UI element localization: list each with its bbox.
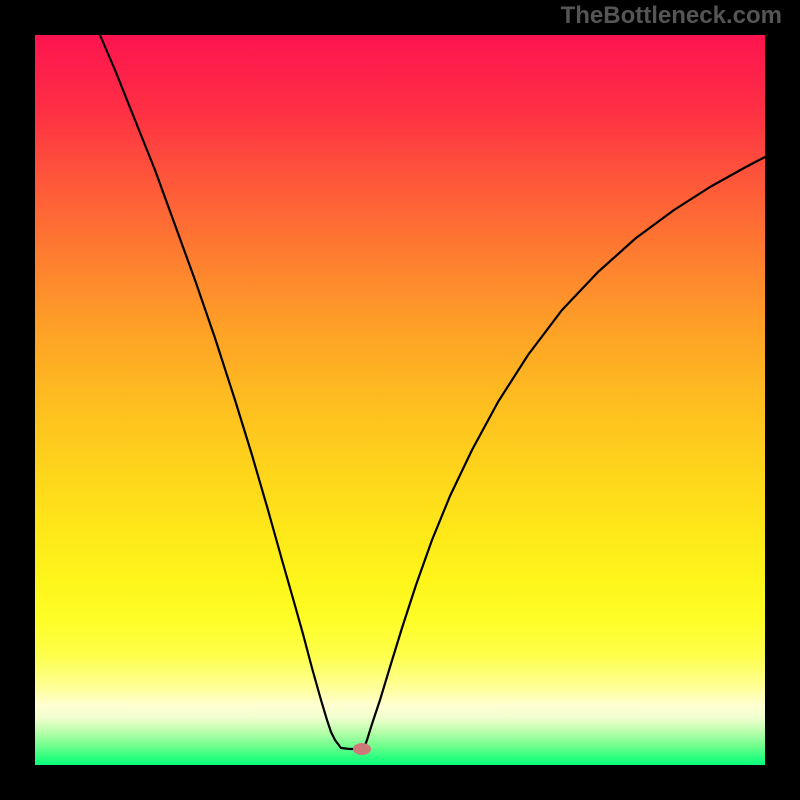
bottleneck-curve	[35, 35, 765, 765]
watermark-text: TheBottleneck.com	[561, 2, 782, 30]
chart-container: TheBottleneck.com	[0, 0, 800, 800]
minimum-marker	[353, 743, 371, 755]
plot-area	[35, 35, 765, 765]
